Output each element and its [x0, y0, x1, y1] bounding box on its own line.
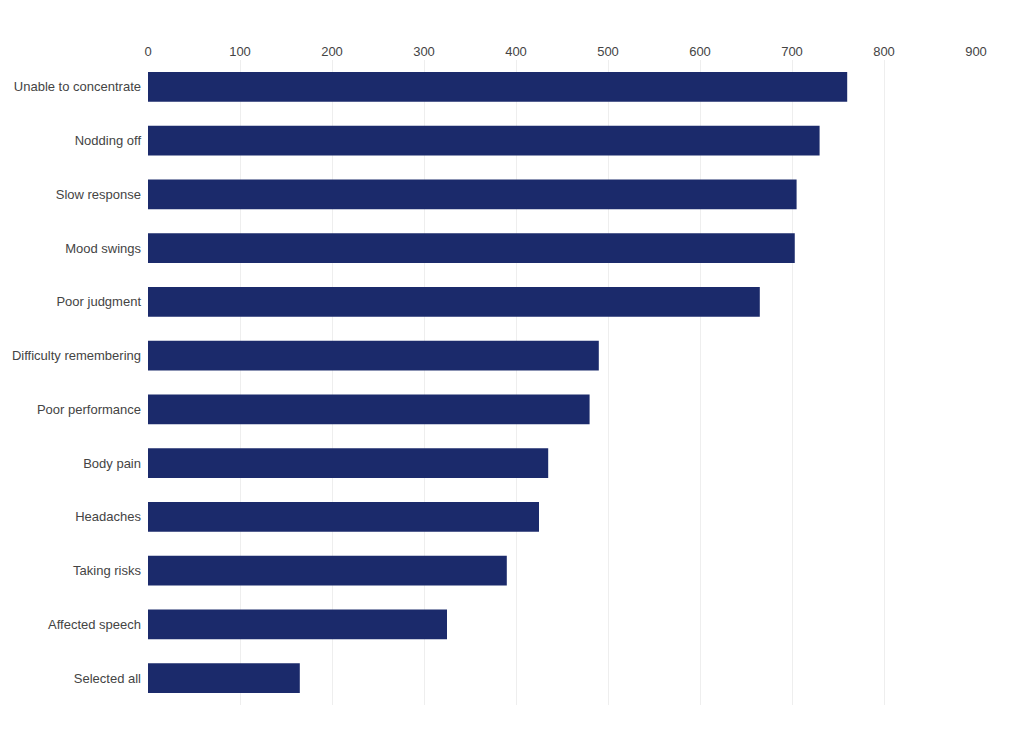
svg-text:700: 700	[781, 44, 803, 59]
svg-text:400: 400	[505, 44, 527, 59]
svg-text:500: 500	[597, 44, 619, 59]
svg-text:600: 600	[689, 44, 711, 59]
svg-text:Difficulty remembering: Difficulty remembering	[12, 348, 141, 363]
svg-text:Body pain: Body pain	[83, 456, 141, 471]
svg-text:0: 0	[144, 44, 151, 59]
svg-text:Affected speech: Affected speech	[48, 617, 141, 632]
svg-text:100: 100	[229, 44, 251, 59]
svg-text:Headaches: Headaches	[75, 509, 141, 524]
svg-text:Nodding off: Nodding off	[75, 133, 142, 148]
svg-text:900: 900	[965, 44, 987, 59]
svg-text:Poor performance: Poor performance	[37, 402, 141, 417]
svg-text:Slow response: Slow response	[56, 187, 141, 202]
svg-text:300: 300	[413, 44, 435, 59]
svg-text:Poor judgment: Poor judgment	[56, 294, 141, 309]
svg-text:Unable to concentrate: Unable to concentrate	[14, 79, 141, 94]
svg-text:200: 200	[321, 44, 343, 59]
svg-text:800: 800	[873, 44, 895, 59]
svg-text:Taking risks: Taking risks	[73, 563, 141, 578]
svg-text:Selected all: Selected all	[74, 671, 141, 686]
svg-text:Mood swings: Mood swings	[65, 241, 141, 256]
